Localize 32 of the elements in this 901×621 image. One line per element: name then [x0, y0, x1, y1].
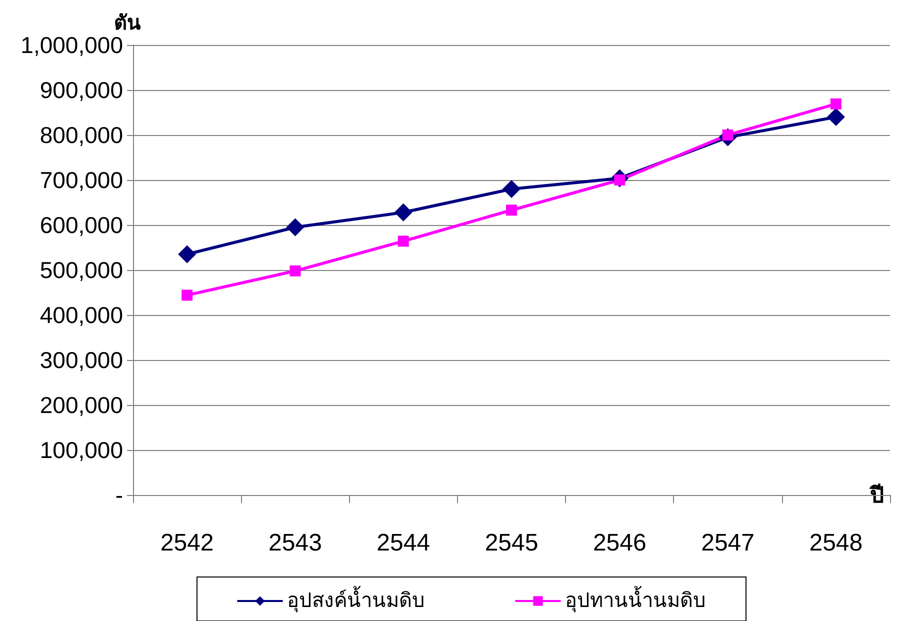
- point: [398, 236, 409, 247]
- legend-label: อุปทานน้ำนมดิบ: [565, 586, 706, 613]
- legend-label: อุปสงค์น้ำนมดิบ: [287, 586, 425, 613]
- y-tick-label: 200,000: [40, 392, 123, 418]
- y-tick-label: 1,000,000: [20, 32, 123, 58]
- x-tick-label: 2542: [160, 530, 214, 556]
- x-axis-title: ปี: [869, 482, 884, 508]
- x-tick-label: 2546: [592, 530, 646, 556]
- x-tick-label: 2543: [268, 530, 322, 556]
- y-axis-title: ตัน: [114, 12, 141, 35]
- point: [502, 180, 520, 198]
- x-tick-label: 2545: [484, 530, 538, 556]
- y-tick-label: 400,000: [40, 302, 123, 328]
- x-tick-label: 2547: [701, 530, 754, 556]
- y-tick-label: -: [115, 482, 123, 508]
- point: [826, 108, 845, 126]
- point: [178, 245, 196, 264]
- point: [394, 203, 412, 222]
- y-tick-label: 100,000: [40, 437, 123, 463]
- y-tick-label: 600,000: [40, 212, 123, 238]
- point: [182, 290, 193, 301]
- point: [830, 98, 842, 110]
- x-tick-label: 2544: [376, 530, 430, 556]
- point: [286, 218, 304, 236]
- y-tick-label: 300,000: [40, 347, 123, 373]
- y-tick-label: 500,000: [40, 257, 123, 283]
- point: [506, 204, 517, 216]
- y-tick-label: 900,000: [40, 77, 123, 103]
- y-tick-label: 700,000: [40, 167, 123, 193]
- y-tick-label: 800,000: [40, 122, 123, 148]
- point: [290, 265, 301, 276]
- x-tick-label: 2548: [809, 530, 863, 556]
